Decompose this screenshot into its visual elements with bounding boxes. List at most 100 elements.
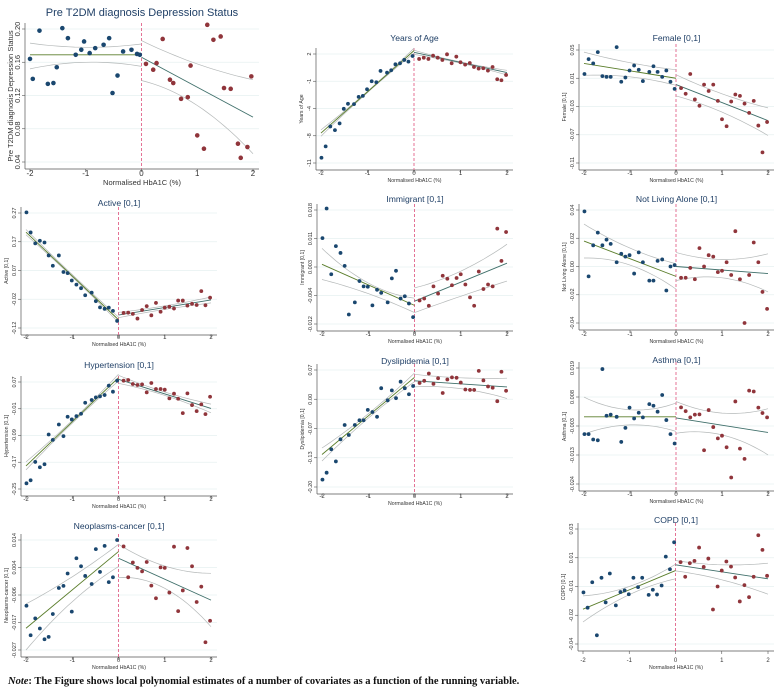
data-point-below xyxy=(50,263,55,268)
data-point-above xyxy=(733,229,738,234)
x-tick-label: 1 xyxy=(459,171,463,177)
chart-title: Years of Age xyxy=(390,33,439,43)
data-point-above xyxy=(162,305,167,310)
x-tick-label: 0 xyxy=(674,171,678,177)
y-tick-label: 0.27 xyxy=(12,208,18,219)
x-tick-label: -1 xyxy=(366,332,372,338)
ci-upper-above xyxy=(414,373,508,379)
data-point-below xyxy=(42,462,47,467)
data-point-above xyxy=(742,457,747,461)
data-point-above xyxy=(468,295,472,300)
data-point-above xyxy=(751,574,756,579)
data-point-below xyxy=(604,413,609,418)
x-axis-label: Normalised HbA1C (%) xyxy=(650,499,704,505)
data-point-above xyxy=(199,289,204,294)
data-point-above xyxy=(472,65,476,69)
y-tick-label: 0.20 xyxy=(13,22,22,37)
data-point-above xyxy=(158,387,163,391)
x-tick-label: 2 xyxy=(209,335,213,341)
x-tick-label: 1 xyxy=(720,658,724,664)
data-point-above xyxy=(431,284,436,289)
y-tick-label: -0.027 xyxy=(12,642,18,658)
data-point-above xyxy=(154,60,159,66)
data-point-below xyxy=(585,605,590,610)
y-tick-label: -0.004 xyxy=(308,288,314,304)
x-tick-label: -1 xyxy=(70,658,76,664)
data-point-below xyxy=(668,567,672,572)
data-point-below xyxy=(46,253,51,258)
ci-upper-above xyxy=(118,374,212,405)
data-point-below xyxy=(640,415,645,420)
ci-upper-above xyxy=(141,40,254,81)
data-point-above xyxy=(144,304,149,309)
x-tick-label: 2 xyxy=(766,332,770,338)
ci-upper-above xyxy=(118,544,212,574)
data-point-below xyxy=(411,315,416,320)
data-point-above xyxy=(476,66,481,71)
x-tick-label: 0 xyxy=(674,492,678,498)
data-point-below xyxy=(389,68,394,73)
data-point-below xyxy=(385,300,390,305)
data-point-above xyxy=(167,77,173,83)
data-point-below xyxy=(37,626,42,631)
x-tick-label: -2 xyxy=(318,171,324,177)
data-point-below xyxy=(110,90,115,96)
ci-lower-above xyxy=(118,577,212,627)
ci-lower-above xyxy=(141,80,254,154)
data-point-above xyxy=(154,596,158,601)
data-point-above xyxy=(249,74,254,79)
data-point-above xyxy=(683,409,688,414)
data-point-above xyxy=(185,303,190,308)
data-point-below xyxy=(600,367,605,371)
data-point-below xyxy=(623,425,628,430)
chart-title: Not Living Alone [0,1] xyxy=(636,194,717,204)
data-point-below xyxy=(655,409,660,414)
data-point-below xyxy=(640,260,645,265)
chart-title: COPD [0,1] xyxy=(654,515,698,525)
data-point-below xyxy=(594,633,599,638)
x-tick-label: 2 xyxy=(505,332,509,338)
y-tick-label: -0.01 xyxy=(12,402,18,415)
data-point-below xyxy=(365,87,369,92)
y-tick-label: -0.04 xyxy=(570,317,576,330)
data-point-below xyxy=(655,258,660,263)
data-point-below xyxy=(120,49,126,54)
data-point-below xyxy=(660,74,665,79)
data-point-above xyxy=(468,388,472,392)
fit-line-above xyxy=(118,557,212,601)
y-tick-label: -0.024 xyxy=(570,476,576,492)
data-point-below xyxy=(319,155,324,160)
ci-upper-below xyxy=(321,248,415,299)
data-point-below xyxy=(586,274,591,279)
data-point-above xyxy=(687,561,692,566)
data-point-below xyxy=(626,592,631,597)
data-point-above xyxy=(729,273,734,277)
data-point-above xyxy=(702,264,706,269)
data-point-above xyxy=(720,117,724,122)
ci-upper-above xyxy=(675,401,769,414)
y-tick-label: -0.13 xyxy=(308,451,314,464)
data-point-above xyxy=(167,590,172,595)
fit-line-above xyxy=(675,84,769,122)
data-point-above xyxy=(751,240,756,245)
data-point-above xyxy=(495,399,500,404)
data-point-below xyxy=(74,556,79,561)
x-axis-label: Normalised HbA1C (%) xyxy=(388,178,442,184)
x-tick-label: -1 xyxy=(627,332,633,338)
data-point-above xyxy=(203,412,208,416)
chart-title: Immigrant [0,1] xyxy=(386,194,443,204)
data-point-above xyxy=(167,304,172,309)
data-point-above xyxy=(150,67,156,73)
y-tick-label: 0.04 xyxy=(570,205,576,216)
x-axis-label: Normalised HbA1C (%) xyxy=(650,178,704,184)
data-point-above xyxy=(679,405,683,410)
data-point-below xyxy=(37,238,42,243)
data-point-above xyxy=(692,277,697,282)
data-point-below xyxy=(111,575,115,580)
data-point-above xyxy=(435,55,440,60)
data-point-below xyxy=(618,590,623,594)
data-point-below xyxy=(632,63,637,68)
data-point-above xyxy=(450,283,454,288)
data-point-below xyxy=(24,603,29,608)
data-point-above xyxy=(729,99,734,104)
